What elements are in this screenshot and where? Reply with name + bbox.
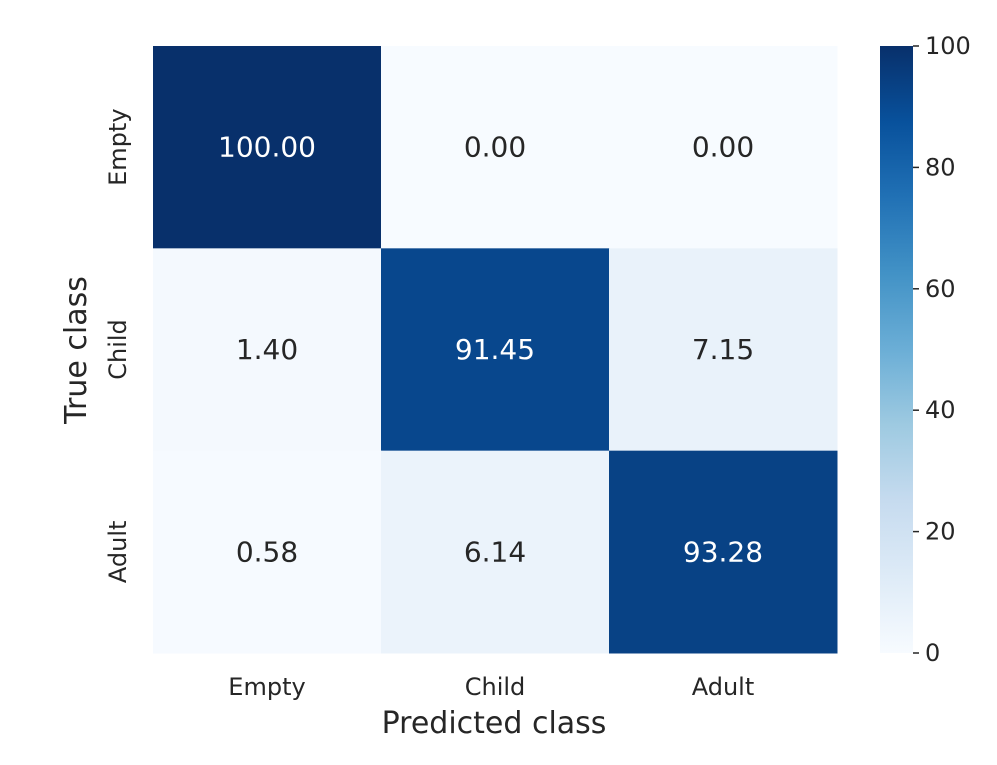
heatmap-cell-empty-child [381, 46, 610, 249]
x-tick-label: Adult [692, 673, 755, 701]
heatmap-cells [153, 46, 838, 654]
heatmap-cell-child-adult [609, 248, 838, 452]
y-tick-label: Adult [104, 521, 132, 584]
y-tick-label: Empty [104, 108, 132, 185]
heatmap-cell-empty-adult [609, 46, 838, 249]
x-tick-labels: Empty Child Adult [228, 673, 754, 701]
heatmap-cell-child-empty [153, 248, 382, 452]
colorbar-tick-label: 0 [925, 639, 940, 667]
cell-value-label: 1.40 [236, 333, 298, 366]
colorbar-tick-label: 100 [925, 32, 971, 60]
x-axis-title: Predicted class [382, 706, 607, 741]
x-tick-label: Empty [228, 673, 305, 701]
y-axis-title: True class [59, 276, 94, 425]
colorbar-gradient [880, 46, 913, 653]
cell-value-label: 93.28 [683, 535, 763, 568]
colorbar-ticks: 0 20 40 60 80 100 [913, 32, 971, 667]
heatmap-cell-empty-empty [153, 46, 382, 249]
colorbar [880, 46, 913, 653]
colorbar-tick-label: 40 [925, 396, 956, 424]
colorbar-tick-label: 60 [925, 275, 956, 303]
cell-value-label: 0.00 [692, 131, 754, 164]
heatmap-cell-adult-empty [153, 450, 382, 654]
cell-value-label: 7.15 [692, 333, 754, 366]
cell-value-label: 6.14 [464, 535, 526, 568]
y-tick-labels: Empty Child Adult [104, 108, 132, 583]
cell-value-label: 0.00 [464, 131, 526, 164]
cell-value-label: 91.45 [455, 333, 535, 366]
y-tick-label: Child [104, 319, 132, 380]
colorbar-tick-label: 20 [925, 518, 956, 546]
heatmap-cell-child-child [381, 248, 610, 452]
heatmap-cell-adult-adult [609, 450, 838, 654]
cell-value-label: 100.00 [218, 131, 316, 164]
heatmap-cell-adult-child [381, 450, 610, 654]
cell-value-label: 0.58 [236, 535, 298, 568]
x-tick-label: Child [465, 673, 526, 701]
colorbar-tick-label: 80 [925, 153, 956, 181]
cell-labels: 100.00 0.00 0.00 1.40 91.45 7.15 0.58 6.14 93.28 [218, 131, 763, 569]
